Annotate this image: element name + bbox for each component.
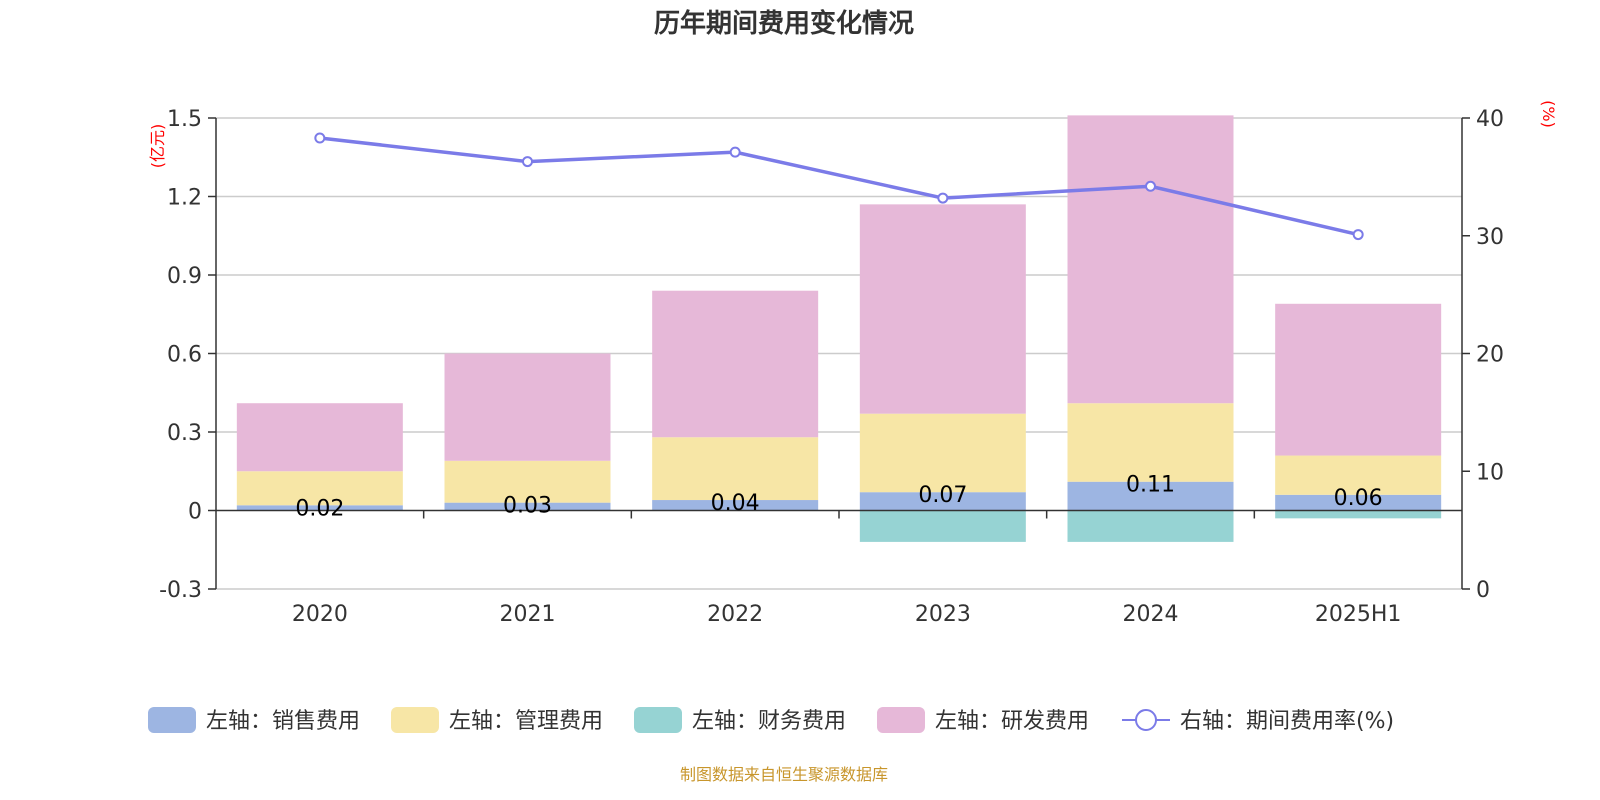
left-tick-label: -0.3	[159, 578, 202, 603]
right-tick-label: 40	[1476, 107, 1504, 132]
left-tick-label: 0.9	[167, 264, 202, 289]
legend-label-finance: 左轴：财务费用	[692, 709, 846, 734]
legend-label-admin: 左轴：管理费用	[449, 709, 603, 734]
rate-point-2024	[1145, 180, 1156, 192]
x-tick-label: 2023	[915, 602, 971, 627]
bar-rd-2022	[652, 290, 819, 438]
data-labels: 0.02 0.03 0.04 0.07 0.11 0.06	[295, 473, 1382, 522]
legend-label-rate: 右轴：期间费用率(%)	[1180, 709, 1394, 734]
rate-point-2023	[937, 192, 949, 204]
x-tick-label: 2022	[707, 602, 763, 627]
bar-sales-2022	[652, 500, 819, 511]
legend-item-finance: 左轴：财务费用	[634, 707, 846, 734]
sales-data-label: 0.04	[711, 491, 760, 516]
right-tick-label: 0	[1476, 578, 1490, 603]
rate-point-2021	[522, 156, 533, 168]
bar-rd-2023	[859, 204, 1026, 414]
right-axis-unit: (%)	[1539, 100, 1558, 128]
sales-data-label: 0.02	[295, 496, 344, 521]
bar-admin-2025H1	[1275, 455, 1442, 495]
x-tick-label: 2021	[500, 602, 556, 627]
grid-lines	[216, 117, 1462, 590]
bar-rd-2024	[1067, 115, 1234, 404]
rate-point-2025H1	[1352, 229, 1364, 241]
sales-data-label: 0.06	[1334, 486, 1383, 511]
right-tick-label: 30	[1476, 225, 1504, 250]
bar-finance-2023	[859, 510, 1026, 542]
sales-data-label: 0.03	[503, 494, 552, 519]
source-note: 制图数据来自恒生聚源数据库	[680, 765, 888, 784]
bar-sales-2025H1	[1275, 494, 1442, 511]
legend-item-sales: 左轴：销售费用	[148, 707, 360, 734]
bar-admin-2023	[859, 413, 1026, 493]
x-tick-label: 2020	[292, 602, 348, 627]
legend-item-rate: 右轴：期间费用率(%)	[1122, 709, 1394, 734]
bar-admin-2021	[444, 460, 611, 503]
sales-data-label: 0.11	[1126, 473, 1175, 498]
rate-line-series	[314, 132, 1364, 241]
rate-point-2022	[729, 146, 741, 158]
bar-admin-2022	[652, 437, 819, 501]
legend-label-rd: 左轴：研发费用	[935, 709, 1089, 734]
right-tick-label: 10	[1476, 460, 1504, 485]
bar-sales-2023	[859, 492, 1026, 511]
bar-sales-2024	[1067, 481, 1234, 511]
left-tick-label: 1.2	[167, 186, 202, 211]
bar-sales-2020	[236, 505, 403, 511]
left-tick-label: 0	[188, 500, 202, 525]
left-tick-label: 0.6	[167, 343, 202, 368]
left-tick-label: 1.5	[167, 107, 202, 132]
bar-rd-2020	[236, 403, 403, 472]
chart-title: 历年期间费用变化情况	[654, 8, 914, 39]
legend-marker-rate	[1135, 709, 1157, 731]
legend-swatch-rd	[877, 707, 925, 733]
legend-item-admin: 左轴：管理费用	[391, 707, 603, 734]
bar-admin-2024	[1067, 403, 1234, 482]
legend-swatch-sales	[148, 707, 196, 733]
bar-rd-2025H1	[1275, 303, 1442, 456]
legend-item-rd: 左轴：研发费用	[877, 707, 1089, 734]
left-tick-label: 0.3	[167, 421, 202, 446]
bar-finance-2025H1	[1275, 510, 1442, 519]
right-tick-label: 20	[1476, 343, 1504, 368]
rate-line	[319, 136, 1359, 237]
bar-rd-2021	[444, 353, 611, 461]
legend-label-sales: 左轴：销售费用	[206, 709, 360, 734]
sales-data-label: 0.07	[918, 483, 967, 508]
bar-series	[236, 115, 1442, 542]
rate-point-2020	[314, 132, 326, 144]
bar-sales-2021	[444, 502, 611, 511]
legend-swatch-finance	[634, 707, 682, 733]
bar-admin-2020	[236, 471, 403, 506]
legend: 左轴：销售费用 左轴：管理费用 左轴：财务费用 左轴：研发费用 右轴：期间费用率(%)	[148, 707, 1394, 734]
left-axis-unit: (亿元)	[148, 124, 167, 169]
x-tick-label: 2024	[1123, 602, 1179, 627]
axes: -0.3 0 0.3 0.6 0.9 1.2 1.5 0 10 20 30 40 2020 2021 202…	[159, 107, 1504, 627]
legend-swatch-admin	[391, 707, 439, 733]
bar-finance-2024	[1067, 510, 1234, 542]
x-tick-label: 2025H1	[1315, 602, 1402, 627]
